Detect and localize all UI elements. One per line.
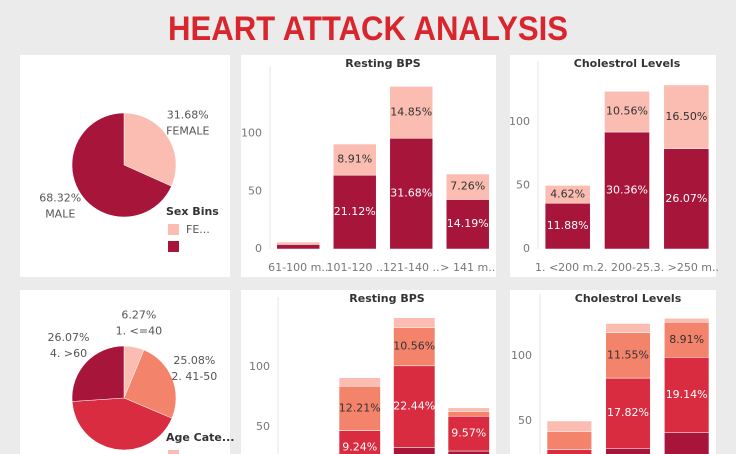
x-tick-label: 61-100 m..	[268, 261, 328, 274]
y-tick-label: 50	[248, 184, 262, 197]
bar-value-label: 10.56%	[606, 105, 648, 118]
bar-segment	[338, 377, 381, 387]
y-tick-label: 0	[523, 242, 530, 255]
slice-category-label: 4. >60	[50, 347, 87, 360]
bar-segment	[333, 143, 377, 176]
bar-value-label: 14.19%	[447, 217, 489, 230]
y-tick-label: 50	[516, 178, 530, 191]
bar-segment	[333, 174, 377, 250]
bar-segment	[663, 84, 710, 149]
bar-segment	[546, 449, 592, 454]
bar-value-label: 4.62%	[550, 187, 585, 200]
bar-segment	[389, 86, 433, 139]
chart-title: Resting BPS	[345, 57, 420, 70]
x-tick-label: 1. <200 m..	[535, 261, 600, 274]
bar-segment	[664, 318, 710, 323]
dashboard-title: HEART ATTACK ANALYSIS	[168, 10, 568, 48]
x-tick-label: > 141 m..	[440, 261, 495, 274]
pie-slice	[71, 397, 173, 451]
legend-swatch	[168, 450, 179, 454]
slice-value-label: 31.68%	[167, 109, 209, 122]
slice-category-label: MALE	[45, 207, 75, 220]
bar-value-label: 14.85%	[390, 105, 432, 118]
bar-segment	[446, 199, 490, 250]
slice-category-label: 1. <=40	[116, 324, 162, 337]
y-tick-label: 100	[241, 127, 262, 140]
y-tick-label: 100	[509, 115, 530, 128]
legend-swatch	[168, 224, 179, 235]
slice-category-label: 2. 41-50	[171, 370, 217, 383]
bar-value-label: 22.44%	[393, 400, 435, 413]
bar-segment	[447, 411, 490, 417]
bar-segment	[338, 385, 381, 431]
bar-segment	[604, 131, 650, 250]
bar-segment	[276, 244, 320, 250]
slice-value-label: 6.27%	[121, 308, 156, 321]
bar-segment	[546, 431, 592, 450]
legend-entry: FE...	[186, 223, 210, 236]
x-tick-label: 101-120 ..	[327, 261, 383, 274]
pie-slice	[71, 345, 125, 402]
bar-value-label: 16.50%	[665, 110, 707, 123]
chart-title: Resting BPS	[349, 292, 424, 305]
legend-swatch	[168, 241, 179, 252]
bar-segment	[393, 447, 436, 454]
y-tick-label: 100	[511, 349, 532, 362]
legend-title: Sex Bins	[166, 205, 219, 218]
bar-value-label: 11.55%	[607, 348, 649, 361]
slice-value-label: 26.07%	[48, 331, 90, 344]
y-tick-label: 100	[249, 360, 270, 373]
bar-segment	[664, 432, 710, 454]
bar-value-label: 30.36%	[606, 184, 648, 197]
bar-segment	[664, 321, 710, 358]
bar-segment	[389, 138, 433, 250]
bar-value-label: 11.88%	[547, 219, 589, 232]
bar-segment	[546, 420, 592, 432]
bar-segment	[605, 377, 651, 449]
bar-segment	[663, 148, 710, 250]
bar-segment	[276, 241, 320, 245]
bar-segment	[604, 91, 650, 133]
bar-segment	[544, 202, 591, 250]
chart-title: Cholestrol Levels	[574, 57, 681, 70]
bar-value-label: 17.82%	[607, 406, 649, 419]
bar-value-label: 26.07%	[665, 192, 707, 205]
bar-segment	[605, 332, 651, 379]
pie-slice	[123, 112, 177, 187]
x-tick-label: 121-140 ..	[383, 261, 439, 274]
y-tick-label: 50	[256, 420, 270, 433]
slice-value-label: 25.08%	[173, 354, 215, 367]
bar-value-label: 12.21%	[339, 401, 381, 414]
bar-value-label: 19.14%	[666, 388, 708, 401]
x-tick-label: 3. >250 m..	[654, 261, 719, 274]
pie-slice	[123, 349, 177, 419]
slice-category-label: FEMALE	[166, 125, 209, 138]
bar-segment	[447, 407, 490, 412]
bar-value-label: 9.57%	[451, 427, 486, 440]
bar-value-label: 31.68%	[390, 187, 432, 200]
bar-value-label: 8.91%	[669, 333, 704, 346]
y-tick-label: 0	[255, 242, 262, 255]
bar-segment	[446, 173, 490, 200]
x-tick-label: 2. 200-25..	[597, 261, 657, 274]
bar-value-label: 21.12%	[334, 205, 376, 218]
bar-segment	[544, 185, 591, 204]
bar-value-label: 10.56%	[393, 340, 435, 353]
bar-value-label: 9.24%	[342, 440, 377, 453]
bar-segment	[393, 365, 436, 448]
bar-segment	[605, 448, 651, 454]
legend-title: Age Cate...	[166, 431, 234, 444]
bar-segment	[393, 317, 436, 328]
chart-title: Cholestrol Levels	[575, 292, 682, 305]
bar-segment	[605, 323, 651, 333]
y-tick-label: 50	[518, 414, 532, 427]
bar-value-label: 7.26%	[450, 180, 485, 193]
bar-value-label: 8.91%	[337, 153, 372, 166]
pie-slice	[71, 112, 172, 218]
slice-value-label: 68.32%	[39, 191, 81, 204]
